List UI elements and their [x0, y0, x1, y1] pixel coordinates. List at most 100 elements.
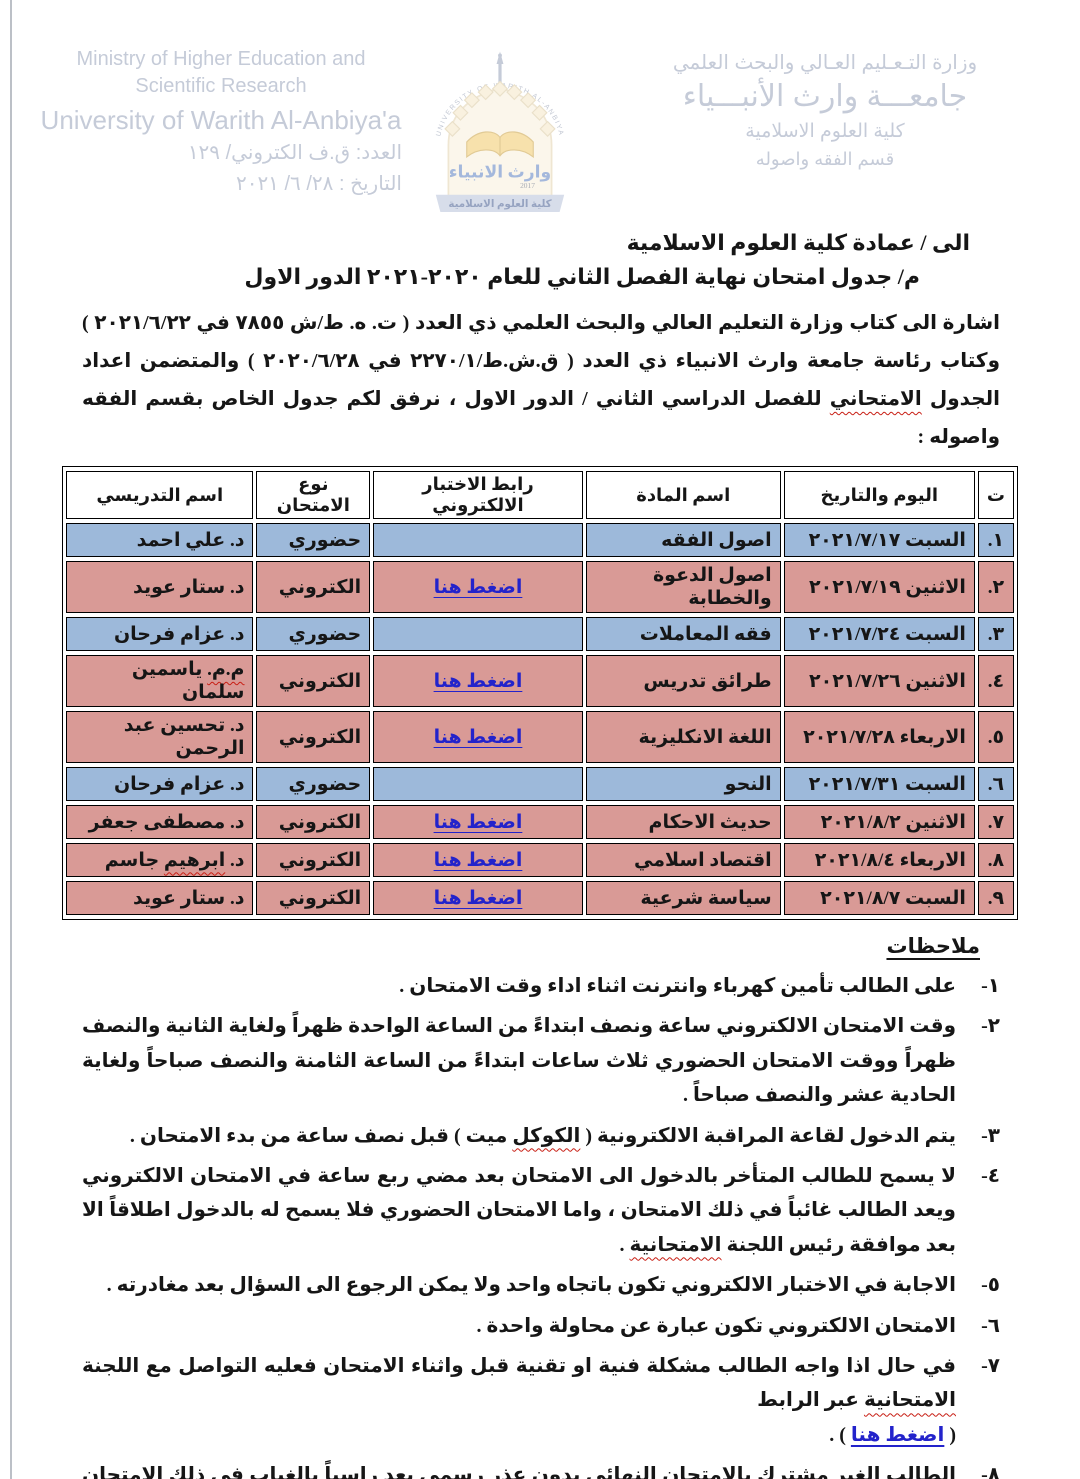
click-here-link[interactable]: اضغط هنا [433, 811, 523, 833]
row-exam-type: الكتروني [256, 655, 371, 707]
row-day-date: الاربعاء ٢٠٢١/٨/٤ [783, 843, 975, 877]
click-here-link[interactable]: اضغط هنا [850, 1423, 945, 1446]
note-misspelled-word: الامتحانية [863, 1389, 956, 1412]
row-number: ٨. [977, 843, 1014, 877]
ministry-name-en-2: Scientific Research [135, 75, 307, 97]
addressee-line: الى / عمادة كلية العلوم الاسلامية [626, 230, 970, 255]
row-exam-link-empty [373, 617, 583, 651]
row-subject: فقه المعاملات [585, 617, 781, 651]
row-exam-link: اضغط هنا [373, 843, 583, 877]
header-teacher: اسم التدريسي [66, 471, 254, 519]
note-marker: ٣- [981, 1124, 1000, 1147]
ministry-name-ar: وزارة التـعـليم العـالي والبحث العلمي [672, 52, 978, 74]
note-text-part: ميت ) قبل نصف ساعة من بدء الامتحان . [129, 1124, 513, 1147]
note-item-1: ١- على الطالب تأمين كهرباء وانترنت اثناء… [82, 969, 1000, 1003]
row-day-date: السبت ٢٠٢١/٧/٢٤ [783, 617, 975, 651]
intro-text-1: اشارة الى كتاب وزارة التعليم العالي والب… [82, 312, 1001, 410]
table-header-row: ت اليوم والتاريخ اسم المادة رابط الاختبا… [66, 471, 1014, 519]
document-number-line: العدد: ق.ف الكتروني/ ١٢٩ [187, 142, 402, 165]
note-text: الاجابة في الاختبار الالكتروني تكون باتج… [106, 1274, 956, 1297]
table-row: ١. السبت ٢٠٢١/٧/١٧ اصول الفقه حضوري د. ع… [66, 523, 1014, 557]
note-item-7: ٧- في حال اذا واجه الطالب مشكلة فنية او … [82, 1349, 1000, 1452]
row-teacher: م.م. ياسمين سلمان [66, 655, 254, 707]
note-marker: ٨- [981, 1464, 1000, 1479]
click-here-link[interactable]: اضغط هنا [433, 576, 523, 598]
teacher-name-part: د. [225, 849, 245, 871]
row-exam-link: اضغط هنا [373, 881, 583, 915]
document-date-line: التاريخ : ٢٨/ ٦/ ٢٠٢١ [235, 173, 402, 196]
header-exam-link: رابط الاختبار الالكتروني [373, 471, 583, 519]
notes-heading: ملاحظات [886, 934, 980, 958]
note-item-6: ٦- الامتحان الالكتروني تكون عبارة عن محا… [82, 1309, 1000, 1343]
note-text: الامتحان الالكتروني تكون عبارة عن محاولة… [476, 1314, 956, 1337]
logo-scallops [444, 80, 556, 137]
click-here-link[interactable]: اضغط هنا [433, 887, 523, 909]
note-marker: ١- [981, 975, 1000, 997]
table-row: ٩. السبت ٢٠٢١/٨/٧ سياسة شرعية اضغط هنا ا… [66, 881, 1014, 915]
note-text: يتم الدخول لقاعة المراقبة الالكترونية ( … [82, 1119, 956, 1153]
logo-year: 2017 [520, 181, 535, 190]
note-item-8: ٨- الطالب الغير مشترك بالامتحان النهائي … [82, 1458, 1000, 1479]
note-misspelled-word: الامتحانية [629, 1233, 722, 1256]
row-teacher: د. ستار عويد [66, 881, 254, 915]
note-text-part: . [619, 1233, 630, 1256]
note-text: على الطالب تأمين كهرباء وانترنت اثناء اد… [399, 975, 956, 997]
note-text-part: يتم الدخول لقاعة المراقبة الالكترونية ( [580, 1124, 956, 1147]
logo-minaret [496, 51, 504, 84]
logo-ribbon [435, 194, 565, 212]
row-exam-link: اضغط هنا [373, 805, 583, 839]
row-exam-type: حضوري [256, 523, 371, 557]
row-teacher: د. عزام فرحان [66, 767, 254, 801]
table-row: ٢. الاثنين ٢٠٢١/٧/١٩ اصول الدعوة والخطاب… [66, 561, 1014, 613]
note-item-2: ٢- وقت الامتحان الالكتروني ساعة ونصف ابت… [82, 1009, 1000, 1112]
row-number: ٣. [977, 617, 1014, 651]
row-exam-link-empty [373, 523, 583, 557]
row-exam-link-empty [373, 767, 583, 801]
row-exam-link: اضغط هنا [373, 711, 583, 763]
note-text-part: لا يسمح للطالب المتأخر بالدخول الى الامت… [82, 1164, 956, 1256]
university-name-en: University of Warith Al-Anbiya'a [40, 105, 402, 135]
row-subject: سياسة شرعية [585, 881, 781, 915]
exam-schedule-table: ت اليوم والتاريخ اسم المادة رابط الاختبا… [62, 466, 1018, 920]
click-here-link[interactable]: اضغط هنا [433, 849, 523, 871]
note-marker: ٦- [981, 1314, 1000, 1337]
click-here-link[interactable]: اضغط هنا [433, 726, 523, 748]
row-day-date: السبت ٢٠٢١/٨/٧ [783, 881, 975, 915]
college-name-ar: كلية العلوم الاسلامية [745, 121, 905, 142]
row-number: ٢. [977, 561, 1014, 613]
header-subject: اسم المادة [585, 471, 781, 519]
row-number: ٦. [977, 767, 1014, 801]
subject-line: م/ جدول امتحان نهاية الفصل الثاني للعام … [244, 264, 920, 289]
note-text-part: ( [944, 1423, 956, 1446]
header-day-date: اليوم والتاريخ [783, 471, 975, 519]
teacher-name-part: ياسمين سلمان [131, 659, 245, 703]
note-text-part: في حال اذا واجه الطالب مشكلة فنية او تقن… [82, 1354, 956, 1377]
row-subject: النحو [585, 767, 781, 801]
table-row: ٣. السبت ٢٠٢١/٧/٢٤ فقه المعاملات حضوري د… [66, 617, 1014, 651]
row-day-date: الاثنين ٢٠٢١/٧/٢٦ [783, 655, 975, 707]
logo-calligraphy: وارث الانبياء [449, 163, 551, 183]
table-row: ٥. الاربعاء ٢٠٢١/٧/٢٨ اللغة الانكليزية ا… [66, 711, 1014, 763]
row-teacher: د. تحسين عبد الرحمن [66, 711, 254, 763]
row-subject: اصول الدعوة والخطابة [585, 561, 781, 613]
row-number: ٤. [977, 655, 1014, 707]
university-logo-emblem: UNIVERSITY OF WARITH AL-ANBIYA وارث الا [435, 51, 565, 212]
note-text: وقت الامتحان الالكتروني ساعة ونصف ابتداء… [82, 1015, 956, 1107]
row-teacher: د. ابرهيم جاسم [66, 843, 254, 877]
note-misspelled-word: الكوكل [512, 1124, 581, 1147]
row-number: ١. [977, 523, 1014, 557]
university-name-ar: جامعـــة وارث الأنبـــياء [682, 80, 968, 113]
table-row: ٦. السبت ٢٠٢١/٧/٣١ النحو حضوري د. عزام ف… [66, 767, 1014, 801]
click-here-link[interactable]: اضغط هنا [433, 670, 523, 692]
note-text: الطالب الغير مشترك بالامتحان النهائي بدو… [82, 1464, 956, 1479]
letterhead: Ministry of Higher Education and Scienti… [0, 0, 1080, 220]
university-logo: UNIVERSITY OF WARITH AL-ANBIYA وارث الا [402, 48, 598, 220]
table-row: ٤. الاثنين ٢٠٢١/٧/٢٦ طرائق تدريس اضغط هن… [66, 655, 1014, 707]
header-exam-type: نوع الامتحان [256, 471, 371, 519]
row-teacher: د. عزام فرحان [66, 617, 254, 651]
table-row: ٨. الاربعاء ٢٠٢١/٨/٤ اقتصاد اسلامي اضغط … [66, 843, 1014, 877]
row-day-date: السبت ٢٠٢١/٧/٣١ [783, 767, 975, 801]
row-day-date: الاثنين ٢٠٢١/٨/٢ [783, 805, 975, 839]
note-marker: ٤- [981, 1164, 1000, 1187]
page-edge-line [10, 0, 12, 1479]
